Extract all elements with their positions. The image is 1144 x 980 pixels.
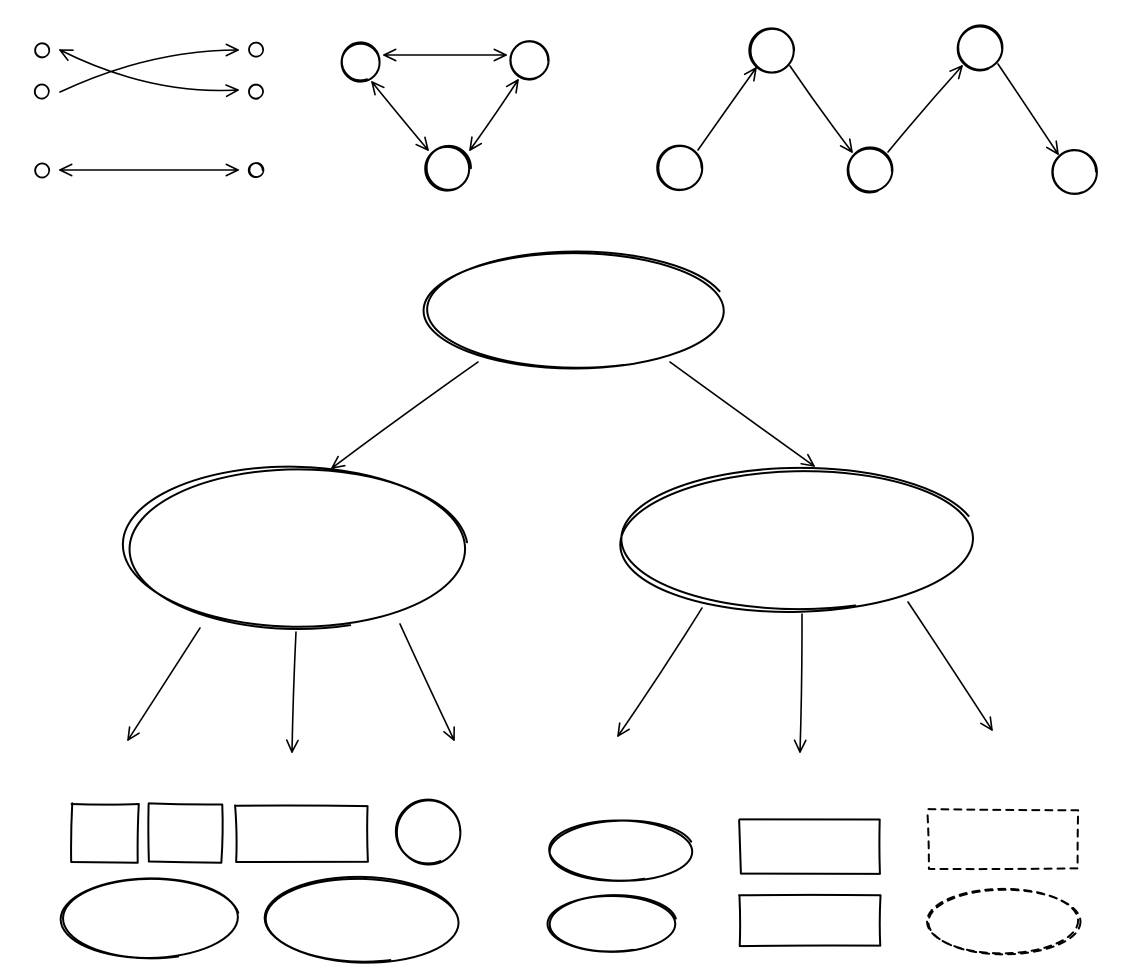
tree-edge: [618, 608, 702, 736]
tree-edge: [287, 632, 298, 752]
dot-node: [35, 163, 50, 177]
dot-node: [249, 84, 263, 99]
tree-node: [122, 464, 468, 630]
triangle-edge: [470, 80, 518, 150]
triangle-edge: [372, 82, 428, 150]
shape-rect: [739, 895, 880, 946]
zigzag-node: [957, 25, 1002, 71]
zigzag-node: [1052, 150, 1097, 195]
tree-node: [619, 467, 978, 615]
tree-node: [423, 251, 727, 368]
dot-node: [35, 84, 49, 98]
shape-circle: [395, 799, 461, 865]
shape-rect: [71, 803, 139, 862]
shape-ellipse: [60, 877, 239, 959]
tree-edge: [670, 362, 814, 466]
triangle-node: [425, 146, 471, 191]
triangle-node: [510, 41, 548, 80]
dot-node: [248, 163, 263, 178]
zigzag-node: [847, 147, 893, 193]
shape-ellipse: [549, 819, 695, 883]
zigzag-edge: [888, 66, 962, 152]
zigzag-edge: [698, 68, 756, 150]
crossing-arrow: [60, 50, 238, 96]
crossing-arrow: [60, 164, 238, 175]
triangle-edge: [384, 49, 506, 60]
tree-edge: [400, 624, 454, 740]
shape-ellipse: [547, 894, 676, 953]
shape-rect: [235, 805, 368, 862]
tree-edge: [128, 628, 200, 740]
shape-ellipse: [264, 875, 460, 965]
crossing-arrow: [60, 44, 238, 92]
shape-ellipse: [927, 888, 1081, 954]
zigzag-node: [749, 28, 794, 73]
shape-rect: [927, 809, 1078, 869]
diagram-canvas: [0, 0, 1144, 980]
tree-edge: [795, 614, 806, 752]
dot-node: [35, 43, 50, 58]
tree-edge: [332, 362, 478, 468]
zigzag-edge: [790, 66, 852, 152]
zigzag-node: [657, 146, 702, 191]
shape-rect: [148, 803, 222, 862]
tree-edge: [908, 602, 992, 730]
zigzag-edge: [998, 64, 1058, 154]
triangle-node: [341, 42, 380, 82]
dot-node: [249, 42, 263, 56]
shape-rect: [739, 819, 880, 874]
